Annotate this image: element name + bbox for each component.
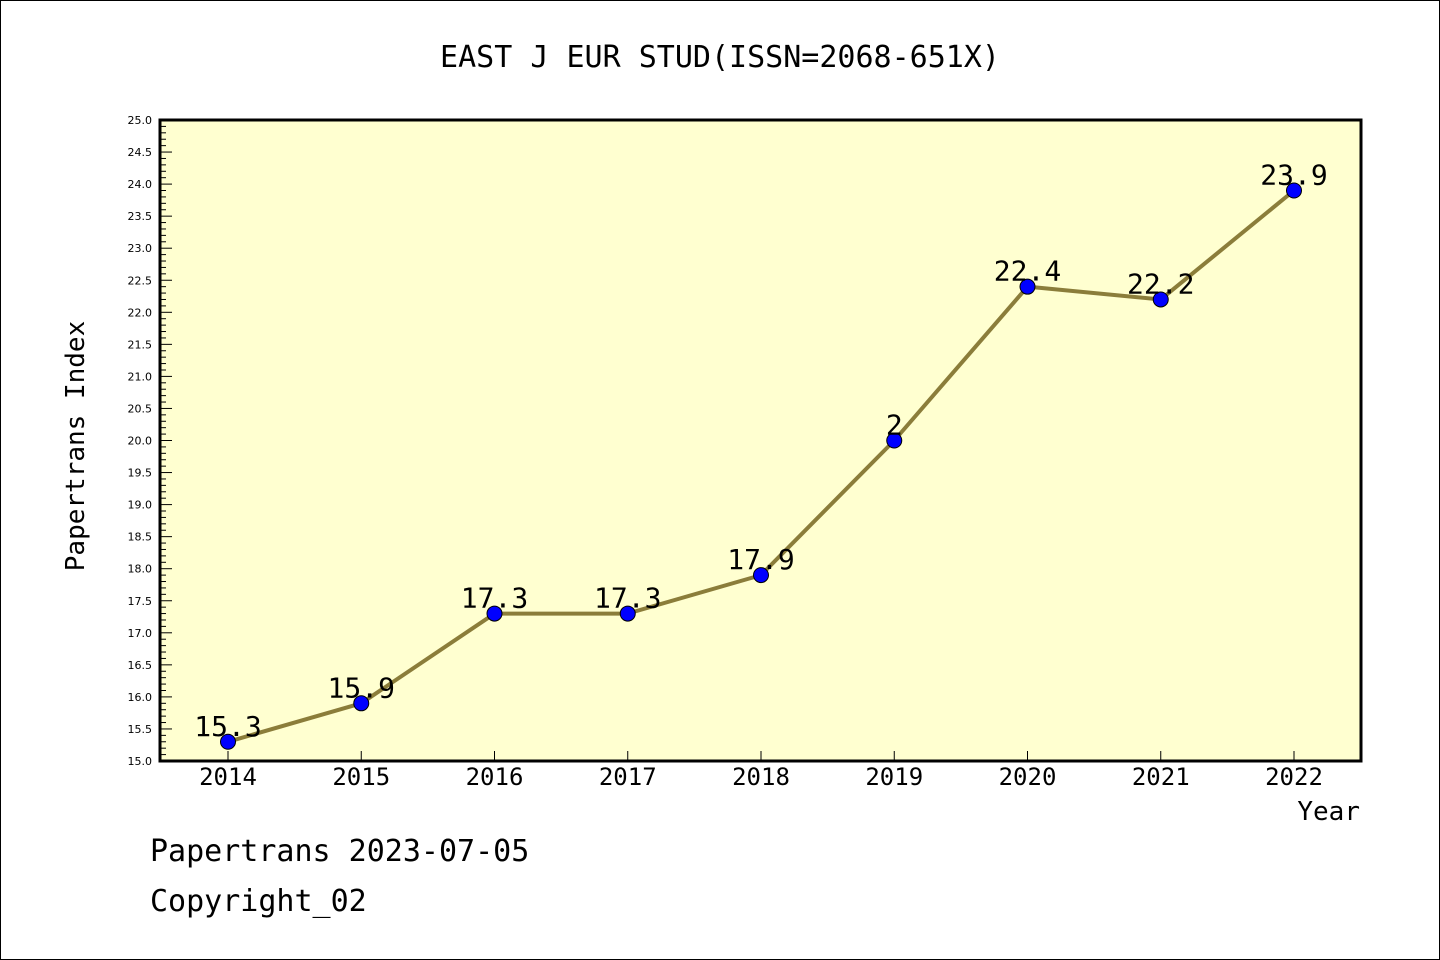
- y-tick-label: 15.5: [128, 723, 153, 736]
- x-axis-label: Year: [1297, 797, 1360, 827]
- y-tick-label: 17.5: [128, 595, 153, 608]
- y-tick-label: 15.0: [128, 755, 153, 768]
- x-tick-label: 2015: [332, 763, 390, 791]
- data-point: [1152, 291, 1169, 308]
- data-label: 2: [886, 409, 903, 442]
- data-label: 15.3: [194, 710, 261, 743]
- y-tick-label: 17.0: [128, 627, 153, 640]
- y-tick-label: 20.0: [128, 435, 153, 448]
- data-label: 22.2: [1127, 267, 1194, 300]
- y-tick-label: 22.0: [128, 306, 153, 319]
- plot-border: [158, 118, 1363, 763]
- y-tick-label: 22.5: [128, 274, 153, 287]
- x-tick-label: 2020: [999, 763, 1057, 791]
- data-point: [1019, 278, 1036, 295]
- y-tick-label: 23.5: [128, 210, 153, 223]
- y-tick-label: 18.5: [128, 531, 153, 544]
- x-axis-ticks: 2014 2015 2016 2017 2018 2019 2020 2021 2022: [199, 751, 1323, 791]
- x-tick-label: 2019: [865, 763, 923, 791]
- y-tick-label: 19.0: [128, 499, 153, 512]
- data-point: [1286, 182, 1302, 199]
- x-tick-label: 2014: [199, 763, 257, 791]
- x-tick-label: 2017: [599, 763, 657, 791]
- data-label: 15.9: [328, 671, 395, 704]
- data-label: 22.4: [994, 255, 1061, 288]
- y-tick-label: 19.5: [128, 467, 153, 480]
- data-label: 17.3: [461, 582, 528, 615]
- series-line-group: 15.3 15.9 17.3 17.3 17.9 2 22.4 22.2 23.9: [194, 159, 1328, 750]
- data-label: 17.3: [594, 582, 661, 615]
- y-tick-label: 21.5: [128, 338, 153, 351]
- plot-area: [160, 120, 1361, 761]
- y-tick-label: 16.0: [128, 691, 153, 704]
- y-tick-label: 21.0: [128, 370, 153, 383]
- footer-date: Papertrans 2023-07-05: [150, 834, 530, 869]
- data-label: 17.9: [727, 543, 794, 576]
- y-tick-label: 24.0: [128, 178, 153, 191]
- y-tick-label: 23.0: [128, 242, 153, 255]
- x-tick-label: 2016: [466, 763, 524, 791]
- chart-title: EAST J EUR STUD(ISSN=2068-651X): [440, 40, 1000, 75]
- data-point: [220, 733, 236, 750]
- y-tick-label: 25.0: [128, 114, 153, 127]
- x-tick-label: 2018: [732, 763, 790, 791]
- data-point: [886, 432, 903, 449]
- data-point: [486, 605, 503, 622]
- data-point: [353, 695, 370, 712]
- y-tick-label: 20.5: [128, 402, 153, 415]
- y-tick-label: 24.5: [128, 146, 153, 159]
- data-point: [753, 567, 769, 584]
- data-point: [619, 605, 636, 622]
- data-label: 23.9: [1260, 159, 1327, 192]
- y-tick-label: 16.5: [128, 659, 153, 672]
- y-axis-label: Papertrans Index: [61, 321, 91, 571]
- footer-copyright: Copyright_02: [150, 884, 367, 919]
- x-tick-label: 2022: [1265, 763, 1323, 791]
- x-tick-label: 2021: [1132, 763, 1190, 791]
- y-tick-label: 18.0: [128, 563, 153, 576]
